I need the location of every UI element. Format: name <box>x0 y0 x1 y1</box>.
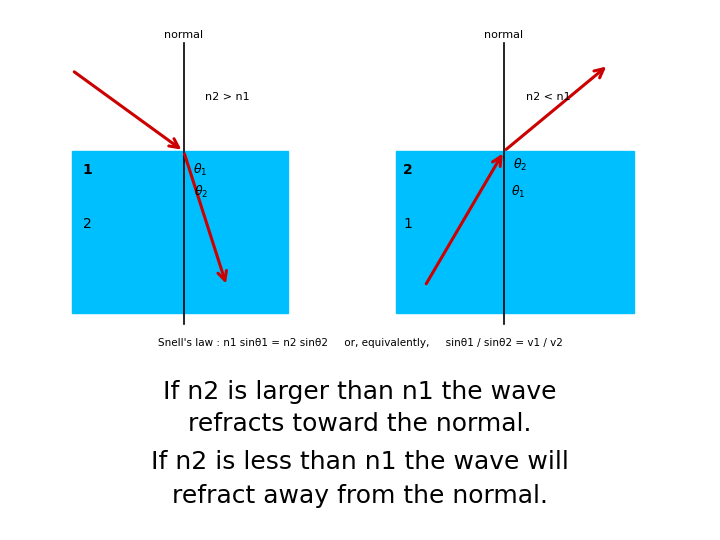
Text: 1: 1 <box>403 217 412 231</box>
Text: $\theta_2$: $\theta_2$ <box>194 184 209 200</box>
Text: n2 > n1: n2 > n1 <box>205 92 250 102</box>
Text: 2: 2 <box>83 217 91 231</box>
Text: 1: 1 <box>83 163 93 177</box>
Text: 2: 2 <box>403 163 413 177</box>
Text: $\theta_2$: $\theta_2$ <box>513 157 527 173</box>
Bar <box>396 151 634 313</box>
Text: If n2 is larger than n1 the wave: If n2 is larger than n1 the wave <box>163 380 557 403</box>
Text: normal: normal <box>164 30 203 40</box>
Text: n2 < n1: n2 < n1 <box>526 92 570 102</box>
Bar <box>72 151 288 313</box>
Text: Snell's law : n1 sinθ1 = n2 sinθ2     or, equivalently,     sinθ1 / sinθ2 = v1 /: Snell's law : n1 sinθ1 = n2 sinθ2 or, eq… <box>158 338 562 348</box>
Text: refract away from the normal.: refract away from the normal. <box>172 484 548 508</box>
Text: refracts toward the normal.: refracts toward the normal. <box>188 412 532 436</box>
Text: $\theta_1$: $\theta_1$ <box>193 162 207 178</box>
Text: $\theta_1$: $\theta_1$ <box>511 184 526 200</box>
Text: If n2 is less than n1 the wave will: If n2 is less than n1 the wave will <box>151 450 569 474</box>
Text: normal: normal <box>485 30 523 40</box>
